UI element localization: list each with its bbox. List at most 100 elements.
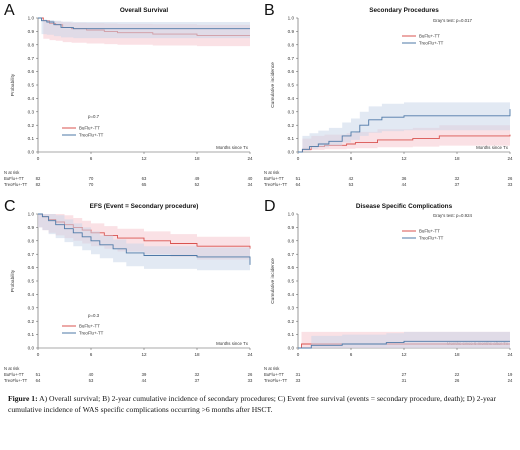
- chart-title: Secondary Procedures: [369, 7, 439, 14]
- chart-title: EFS (Event = Secondary procedure): [90, 203, 199, 210]
- overall-survival-panel: A Overall Survival 0.0 0.1 0.2 0.3 0.4 0.5 0.6 0.…: [4, 2, 253, 187]
- risk-count: 51: [296, 176, 301, 181]
- y-tick-label: 0.5: [28, 83, 35, 88]
- risk-count: 31: [402, 378, 407, 383]
- x-axis-label: Months since Tx: [476, 145, 509, 150]
- risk-count: 33: [296, 378, 301, 383]
- risk-row-label: BuFlu+-TT: [4, 176, 24, 181]
- x-tick-label: 12: [141, 352, 147, 357]
- caption-label: Figure 1:: [8, 394, 38, 403]
- risk-count: 33: [508, 182, 513, 187]
- figure-caption: Figure 1: A) Overall survival; B) 2-year…: [8, 394, 512, 415]
- risk-count: 26: [508, 176, 513, 181]
- risk-count: 82: [36, 182, 41, 187]
- y-tick-label: 0.0: [288, 346, 295, 351]
- y-tick-label: 0.7: [28, 56, 35, 61]
- y-tick-label: 0.7: [28, 252, 35, 257]
- legend-label: TreoFlu+-TT: [419, 41, 444, 46]
- confidence-band: [298, 95, 510, 152]
- y-tick-label: 0.6: [288, 265, 295, 270]
- legend-label: BuFlu+-TT: [419, 229, 440, 234]
- series-line-treoflu: [38, 213, 251, 265]
- x-tick-label: 12: [141, 156, 147, 161]
- risk-count: 64: [36, 378, 41, 383]
- x-tick-label: 18: [194, 156, 200, 161]
- y-tick-label: 0.0: [288, 150, 295, 155]
- legend-label: TreoFlu+-TT: [79, 133, 104, 138]
- risk-count: 32: [195, 372, 200, 377]
- risk-count: 27: [402, 372, 407, 377]
- risk-count: 22: [455, 372, 460, 377]
- risk-count: 70: [89, 176, 94, 181]
- p-value-annotation: Gray's test: p=0.017: [433, 18, 473, 23]
- legend-label: BuFlu+-TT: [79, 324, 100, 329]
- y-tick-label: 0.1: [28, 332, 35, 337]
- risk-count: 53: [89, 378, 94, 383]
- y-tick-label: 0.9: [28, 29, 35, 34]
- p-value-annotation: Gray's test: p=0.924: [433, 213, 473, 218]
- risk-count: 36: [402, 176, 407, 181]
- panel-letter: B: [264, 2, 275, 19]
- risk-row-label: BuFlu+-TT: [4, 372, 24, 377]
- series-line-treoflu: [38, 17, 250, 30]
- risk-count: 64: [296, 182, 301, 187]
- y-tick-label: 0.2: [288, 319, 295, 324]
- y-tick-label: 1.0: [288, 212, 295, 217]
- x-tick-label: 18: [454, 352, 460, 357]
- y-tick-label: 0.0: [28, 150, 35, 155]
- y-tick-label: 0.4: [288, 292, 295, 297]
- x-tick-label: 12: [401, 352, 407, 357]
- x-tick-label: 0: [37, 352, 40, 357]
- risk-count: 37: [455, 182, 460, 187]
- risk-count: 53: [349, 182, 354, 187]
- panel-letter: D: [264, 198, 276, 215]
- risk-count: 42: [349, 176, 354, 181]
- x-tick-label: 6: [350, 156, 353, 161]
- x-tick-label: 24: [507, 352, 513, 357]
- x-axis-label: Months since Tx: [216, 145, 249, 150]
- y-tick-label: 0.6: [28, 265, 35, 270]
- risk-table-header: N at risk: [4, 170, 20, 175]
- risk-table-header: N at risk: [4, 366, 20, 371]
- y-tick-label: 0.1: [288, 332, 295, 337]
- risk-count: 82: [36, 176, 41, 181]
- series-line-treoflu: [298, 109, 511, 153]
- y-tick-label: 0.5: [28, 279, 35, 284]
- x-tick-label: 0: [297, 156, 300, 161]
- y-axis-label: Cumulative incidence: [270, 62, 276, 108]
- risk-count: 63: [142, 176, 147, 181]
- y-tick-label: 0.3: [288, 305, 295, 310]
- x-tick-label: 18: [194, 352, 200, 357]
- y-tick-label: 0.2: [28, 319, 35, 324]
- risk-count: 19: [508, 372, 513, 377]
- y-tick-label: 0.4: [288, 96, 295, 101]
- y-tick-label: 0.0: [28, 346, 35, 351]
- y-tick-label: 0.6: [288, 69, 295, 74]
- efs-panel: C EFS (Event = Secondary procedure) 0.0 0.1…: [4, 198, 253, 383]
- confidence-band: [38, 18, 250, 39]
- risk-row-label: TreoFlu+-TT: [4, 182, 28, 187]
- y-tick-label: 0.3: [28, 305, 35, 310]
- risk-row-label: TreoFlu+-TT: [264, 182, 288, 187]
- y-tick-label: 0.6: [28, 69, 35, 74]
- risk-table-header: N at risk: [264, 170, 280, 175]
- risk-count: 51: [36, 372, 41, 377]
- y-tick-label: 1.0: [28, 212, 35, 217]
- x-tick-label: 0: [297, 352, 300, 357]
- chart-title: Disease Specific Complications: [356, 203, 453, 210]
- y-tick-label: 0.2: [288, 123, 295, 128]
- risk-count: 40: [248, 176, 253, 181]
- y-tick-label: 0.5: [288, 83, 295, 88]
- risk-count: 37: [195, 378, 200, 383]
- risk-count: 32: [455, 176, 460, 181]
- y-tick-label: 0.9: [28, 225, 35, 230]
- y-tick-label: 0.9: [288, 29, 295, 34]
- panel-letter: A: [4, 2, 15, 19]
- y-tick-label: 0.2: [28, 123, 35, 128]
- x-tick-label: 6: [350, 352, 353, 357]
- y-tick-label: 0.8: [288, 42, 295, 47]
- y-tick-label: 0.7: [288, 56, 295, 61]
- risk-count: 26: [455, 378, 460, 383]
- risk-row-label: TreoFlu+-TT: [4, 378, 28, 383]
- risk-row-label: TreoFlu+-TT: [264, 378, 288, 383]
